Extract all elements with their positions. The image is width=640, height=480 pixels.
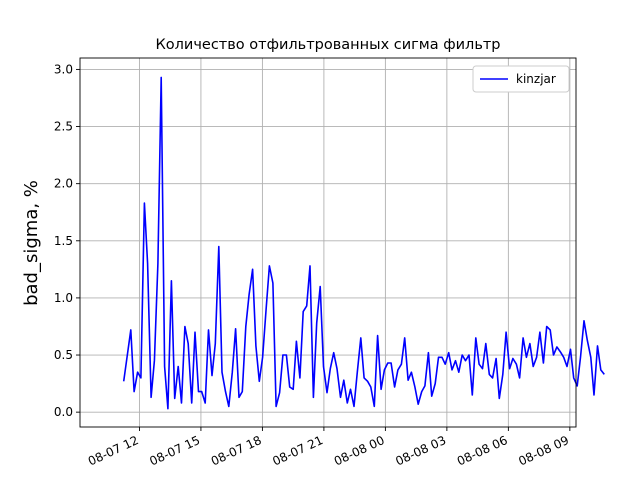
y-tick-label: 0.5 bbox=[54, 348, 73, 362]
y-tick-label: 2.0 bbox=[54, 177, 73, 191]
legend: kinzjar bbox=[472, 65, 570, 93]
y-tick-label: 1.0 bbox=[54, 291, 73, 305]
chart-title: Количество отфильтрованных сигма фильтр bbox=[155, 37, 500, 53]
legend-label: kinzjar bbox=[516, 72, 556, 86]
series-line-kinzjar bbox=[122, 76, 605, 410]
y-tick-label: 0.0 bbox=[54, 405, 73, 419]
y-tick-label: 1.5 bbox=[54, 234, 73, 248]
series-layer bbox=[122, 76, 605, 410]
y-axis-label: bad_sigma, % bbox=[21, 180, 42, 306]
legend-box bbox=[472, 65, 570, 93]
plot-frame bbox=[79, 57, 577, 428]
y-tick-label: 2.5 bbox=[54, 120, 73, 134]
y-tick-label: 3.0 bbox=[54, 62, 73, 76]
